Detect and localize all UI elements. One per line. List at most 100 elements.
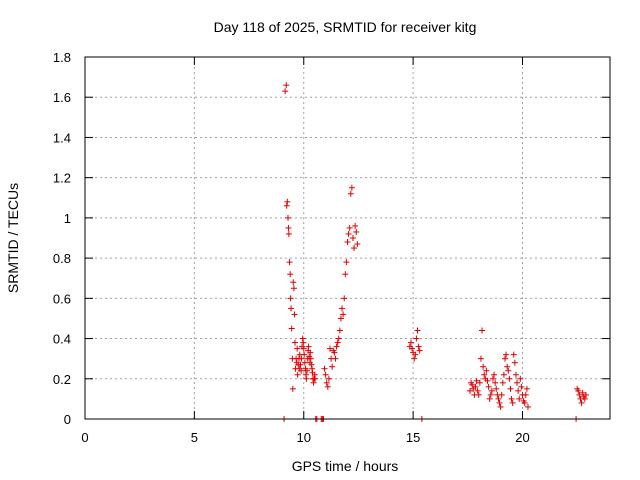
data-point [288,305,295,312]
data-point [514,379,521,386]
data-point [472,383,479,390]
y-tick-label: 1.2 [53,171,71,186]
data-point [333,343,340,350]
data-point [353,228,360,235]
data-point [409,345,416,352]
data-point [499,379,506,386]
data-point [292,339,298,346]
data-point [510,351,517,358]
chart-title: Day 118 of 2025, SRMTID for receiver kit… [214,19,477,35]
y-tick-label: 0.4 [53,332,71,347]
data-point [340,311,347,318]
data-point [287,271,294,278]
data-point [346,224,353,231]
data-point [521,399,528,406]
data-point [301,351,308,358]
data-point [512,371,519,378]
data-point [504,363,511,370]
x-tick-label: 5 [191,430,198,445]
data-point [298,367,305,374]
data-point [339,305,346,312]
x-axis-label: GPS time / hours [292,458,399,474]
data-point [288,325,295,332]
data-point [582,391,589,398]
data-point [341,295,348,302]
plot-frame [84,56,611,420]
data-point [412,351,419,358]
data-point [329,363,336,370]
y-tick-label: 1.4 [53,130,71,145]
data-point [327,345,333,352]
data-point [324,383,331,390]
data-point [511,359,518,366]
data-point [497,403,504,410]
data-point [508,395,515,402]
data-point [325,375,332,382]
data-point [336,327,343,334]
data-point [348,184,355,191]
data-point [467,387,473,394]
data-point [488,387,495,394]
data-point [286,259,293,266]
data-point [492,379,499,386]
data-point [500,371,507,378]
data-point [308,361,315,368]
data-point [345,230,352,237]
data-point [290,285,297,292]
data-point [335,335,342,342]
data-point [522,391,529,398]
data-point [294,345,301,352]
x-tick-label: 0 [81,430,88,445]
data-point [285,224,292,231]
data-point [578,399,585,406]
data-point [509,399,516,406]
data-point [502,355,508,362]
y-tick-label: 0.6 [53,291,71,306]
y-tick-label: 1.6 [53,90,71,105]
axis-ticks: 0 0.2 0.4 0.6 0.8 1 1.2 1.4 1.6 1.8 0 5 10 15 20 [53,50,610,445]
data-point [576,391,583,398]
data-point [305,343,312,350]
data-point [342,271,349,278]
data-point [303,375,310,382]
data-point [517,375,524,382]
x-tick-label: 15 [406,430,420,445]
data-points [281,82,589,422]
data-point [301,359,308,366]
data-point [503,351,510,358]
data-point [486,395,493,402]
data-point [473,377,480,384]
data-point [307,355,314,362]
data-point [477,355,484,362]
data-point [287,295,294,302]
data-point [493,385,500,392]
data-point [524,403,531,410]
data-point [415,343,422,350]
data-point [298,355,305,362]
y-tick-label: 1.8 [53,50,71,65]
data-point [354,241,361,248]
y-tick-label: 0.8 [53,251,71,266]
data-point [495,395,502,402]
data-point [285,230,292,237]
data-point [476,379,483,386]
data-point [506,375,513,382]
data-point [489,375,496,382]
y-tick-label: 1 [64,211,71,226]
data-point [479,327,486,334]
data-point [516,395,523,402]
data-point [507,385,514,392]
data-point [291,311,298,318]
data-point [469,381,476,388]
data-point [480,363,487,370]
data-point [300,339,307,346]
data-point [411,355,418,362]
data-point [484,377,491,384]
data-point [289,385,296,392]
data-point [407,339,414,346]
data-point [283,82,290,89]
data-point [321,365,328,372]
data-point [343,259,350,266]
data-point [290,279,297,286]
